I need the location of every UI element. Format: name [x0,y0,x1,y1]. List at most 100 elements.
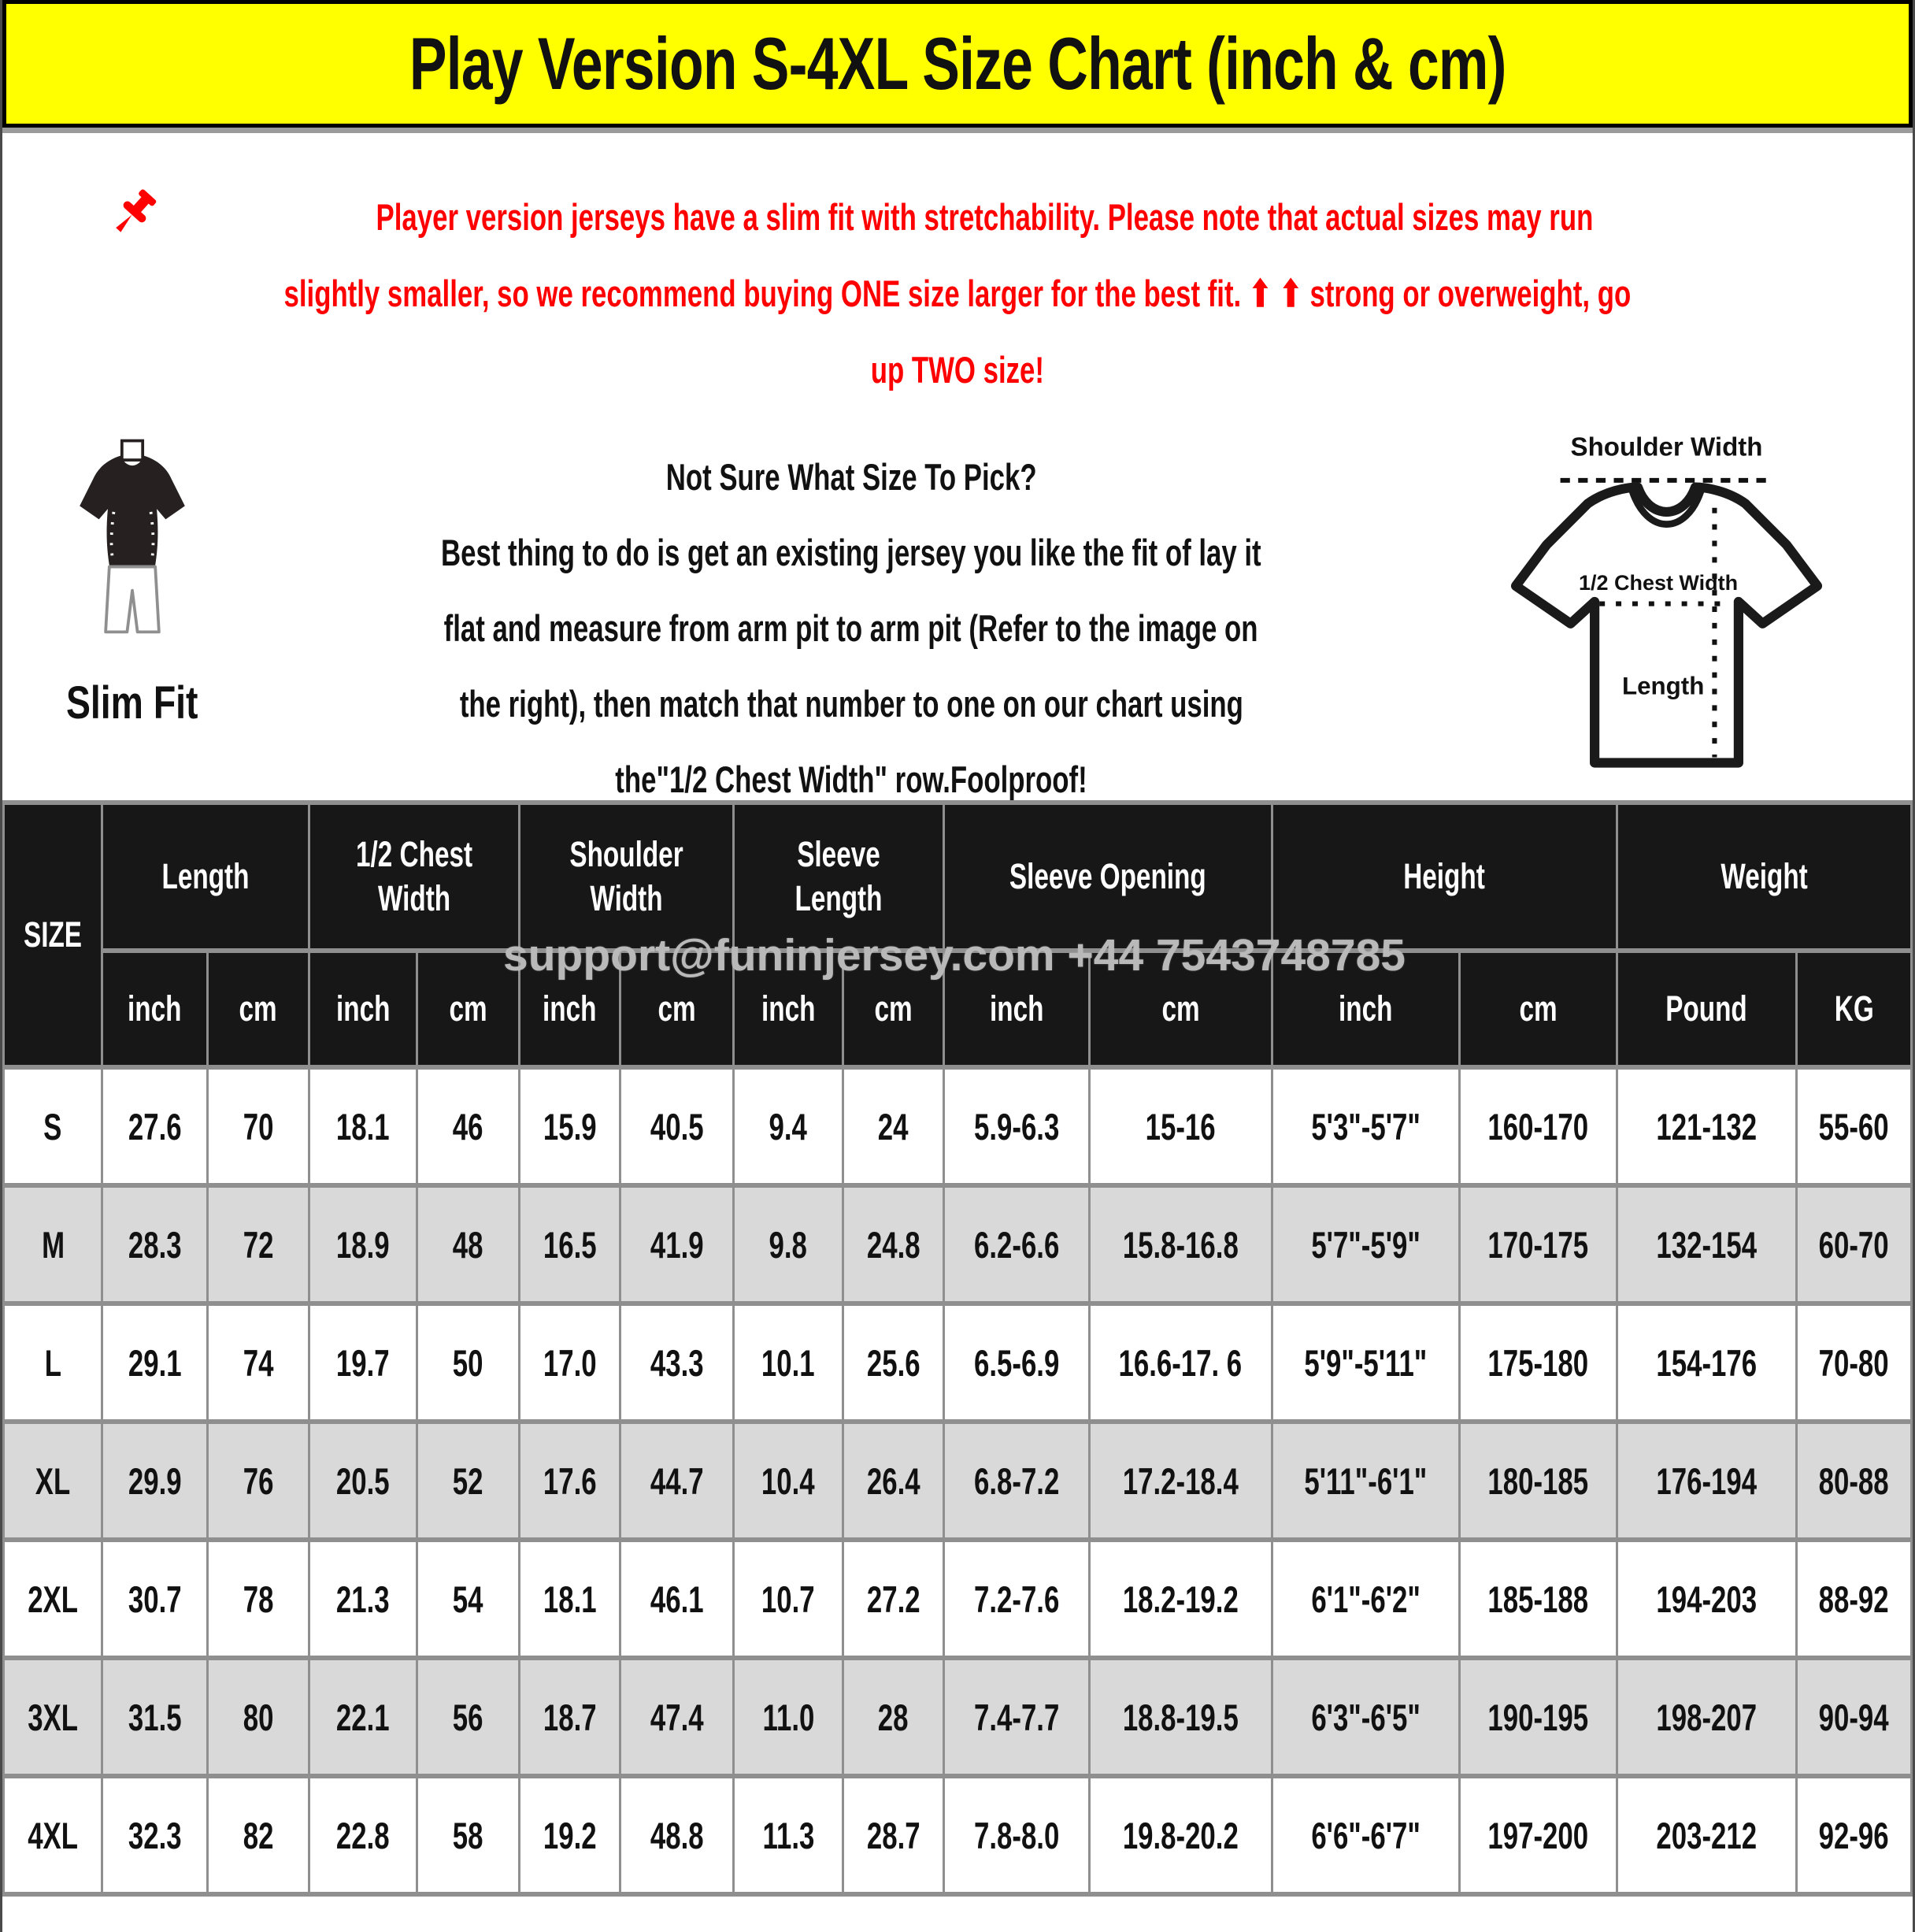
data-cell: 175-180 [1458,1301,1619,1424]
data-cell: 5'9"-5'11" [1270,1301,1461,1424]
data-cell: 11.3 [732,1774,844,1897]
diagram-chest-label: 1/2 Chest Width [1579,571,1738,595]
data-cell: 17.6 [517,1419,622,1542]
notice-line-1: Player version jerseys have a slim fit w… [26,179,1889,255]
size-cell: 2XL [2,1537,104,1660]
data-cell: 197-200 [1458,1774,1619,1897]
column-header-unit: cm [1087,948,1273,1070]
table-head: SIZE Length 1/2 Chest Width Shoulder Width S… [2,800,1913,1070]
data-cell: 92-96 [1795,1774,1913,1897]
guide-line-2: Best thing to do is get an existing jers… [441,532,1261,573]
data-cell: 185-188 [1458,1537,1619,1660]
data-cell: 9.8 [732,1183,844,1306]
data-cell: 22.8 [308,1774,418,1897]
data-cell: 46.1 [619,1537,735,1660]
column-header-group: Sleeve Opening [942,800,1273,953]
data-cell: 6'1"-6'2" [1270,1537,1461,1660]
column-header-unit: inch [732,948,844,1070]
data-cell: 9.4 [732,1065,844,1188]
data-cell: 15.9 [517,1065,622,1188]
page-title: Play Version S-4XL Size Chart (inch & cm… [409,22,1507,105]
data-cell: 52 [415,1419,520,1542]
data-cell: 11.0 [732,1656,844,1778]
data-cell: 203-212 [1616,1774,1798,1897]
column-header-group: 1/2 Chest Width [308,800,520,953]
data-cell: 48 [415,1183,520,1306]
data-cell: 176-194 [1616,1419,1798,1542]
data-cell: 5'3"-5'7" [1270,1065,1461,1188]
data-cell: 70 [206,1065,311,1188]
table-row: 3XL 31.5 80 22.1 56 18.7 47.4 11.0 28 7.4-7.7 18.8… [2,1656,1913,1778]
title-divider [2,128,1913,133]
data-cell: 198-207 [1616,1656,1798,1778]
data-cell: 190-195 [1458,1656,1619,1778]
data-cell: 27.2 [841,1537,945,1660]
notice-text-1: Player version jerseys have a slim fit w… [376,196,1593,238]
data-cell: 88-92 [1795,1537,1913,1660]
size-cell: M [2,1183,104,1306]
data-cell: 40.5 [619,1065,735,1188]
data-cell: 7.2-7.6 [942,1537,1091,1660]
data-cell: 76 [206,1419,311,1542]
data-cell: 6.8-7.2 [942,1419,1091,1542]
data-cell: 41.9 [619,1183,735,1306]
table-row: 2XL 30.7 78 21.3 54 18.1 46.1 10.7 27.2 7.2-7.6 18… [2,1537,1913,1660]
slim-fit-icon [80,439,185,634]
data-cell: 10.1 [732,1301,844,1424]
column-header-group: Length [101,800,311,953]
data-cell: 74 [206,1301,311,1424]
data-cell: 47.4 [619,1656,735,1778]
size-cell: 3XL [2,1656,104,1778]
data-cell: 15-16 [1087,1065,1273,1188]
data-cell: 7.4-7.7 [942,1656,1091,1778]
data-cell: 5'11"-6'1" [1270,1419,1461,1542]
column-header-unit: cm [415,948,520,1070]
measurement-diagram: Shoulder Width 1/2 Chest Width Length [1440,417,1913,801]
data-cell: 121-132 [1616,1065,1798,1188]
size-cell: L [2,1301,104,1424]
data-cell: 90-94 [1795,1656,1913,1778]
data-cell: 72 [206,1183,311,1306]
pushpin-icon [115,189,156,232]
data-cell: 20.5 [308,1419,418,1542]
fit-notice: Player version jerseys have a slim fit w… [2,133,1913,413]
column-header-group: Height [1270,800,1619,953]
column-header-group: Weight [1616,800,1913,953]
data-cell: 17.0 [517,1301,622,1424]
data-cell: 180-185 [1458,1419,1619,1542]
data-cell: 21.3 [308,1537,418,1660]
table-body: S 27.6 70 18.1 46 15.9 40.5 9.4 24 5.9-6.3 15-16 5'… [2,1065,1913,1897]
size-cell: 4XL [2,1774,104,1897]
title-bar: Play Version S-4XL Size Chart (inch & cm… [2,0,1913,128]
slim-fit-label: Slim Fit [66,677,198,729]
table-row: L 29.1 74 19.7 50 17.0 43.3 10.1 25.6 6.5-6.9 16.6… [2,1301,1913,1424]
data-cell: 18.8-19.5 [1087,1656,1273,1778]
data-cell: 80-88 [1795,1419,1913,1542]
column-header-unit: cm [619,948,735,1070]
column-header-group: Sleeve Length [732,800,945,953]
header-unit-row: inch cm inch cm inch cm inch cm inch cm inch cm Poun… [4,948,1913,1070]
header-group-row: SIZE Length 1/2 Chest Width Shoulder Width S… [2,800,1913,1070]
size-guide-text: Not Sure What Size To Pick? Best thing t… [262,417,1440,818]
data-cell: 10.4 [732,1419,844,1542]
data-cell: 54 [415,1537,520,1660]
data-cell: 18.1 [308,1065,418,1188]
data-cell: 6'3"-6'5" [1270,1656,1461,1778]
data-cell: 22.1 [308,1656,418,1778]
data-cell: 6'6"-6'7" [1270,1774,1461,1897]
data-cell: 29.1 [101,1301,209,1424]
data-cell: 18.1 [517,1537,622,1660]
data-cell: 18.9 [308,1183,418,1306]
guide-line-1: Not Sure What Size To Pick? [665,456,1037,498]
data-cell: 50 [415,1301,520,1424]
data-cell: 27.6 [101,1065,209,1188]
table-row: XL 29.9 76 20.5 52 17.6 44.7 10.4 26.4 6.8-7.2 17.… [2,1419,1913,1542]
guide-line-4: the right), then match that number to on… [459,683,1243,725]
size-table-section: support@funinjersey.com +44 7543748785 S… [2,800,1913,1897]
size-table: SIZE Length 1/2 Chest Width Shoulder Width S… [2,800,1913,1897]
info-section: Slim Fit Not Sure What Size To Pick? Bes… [2,417,1913,800]
table-row: S 27.6 70 18.1 46 15.9 40.5 9.4 24 5.9-6.3 15-16 5'… [2,1065,1913,1188]
data-cell: 5.9-6.3 [942,1065,1091,1188]
column-header-unit: KG [1795,948,1913,1070]
data-cell: 58 [415,1774,520,1897]
